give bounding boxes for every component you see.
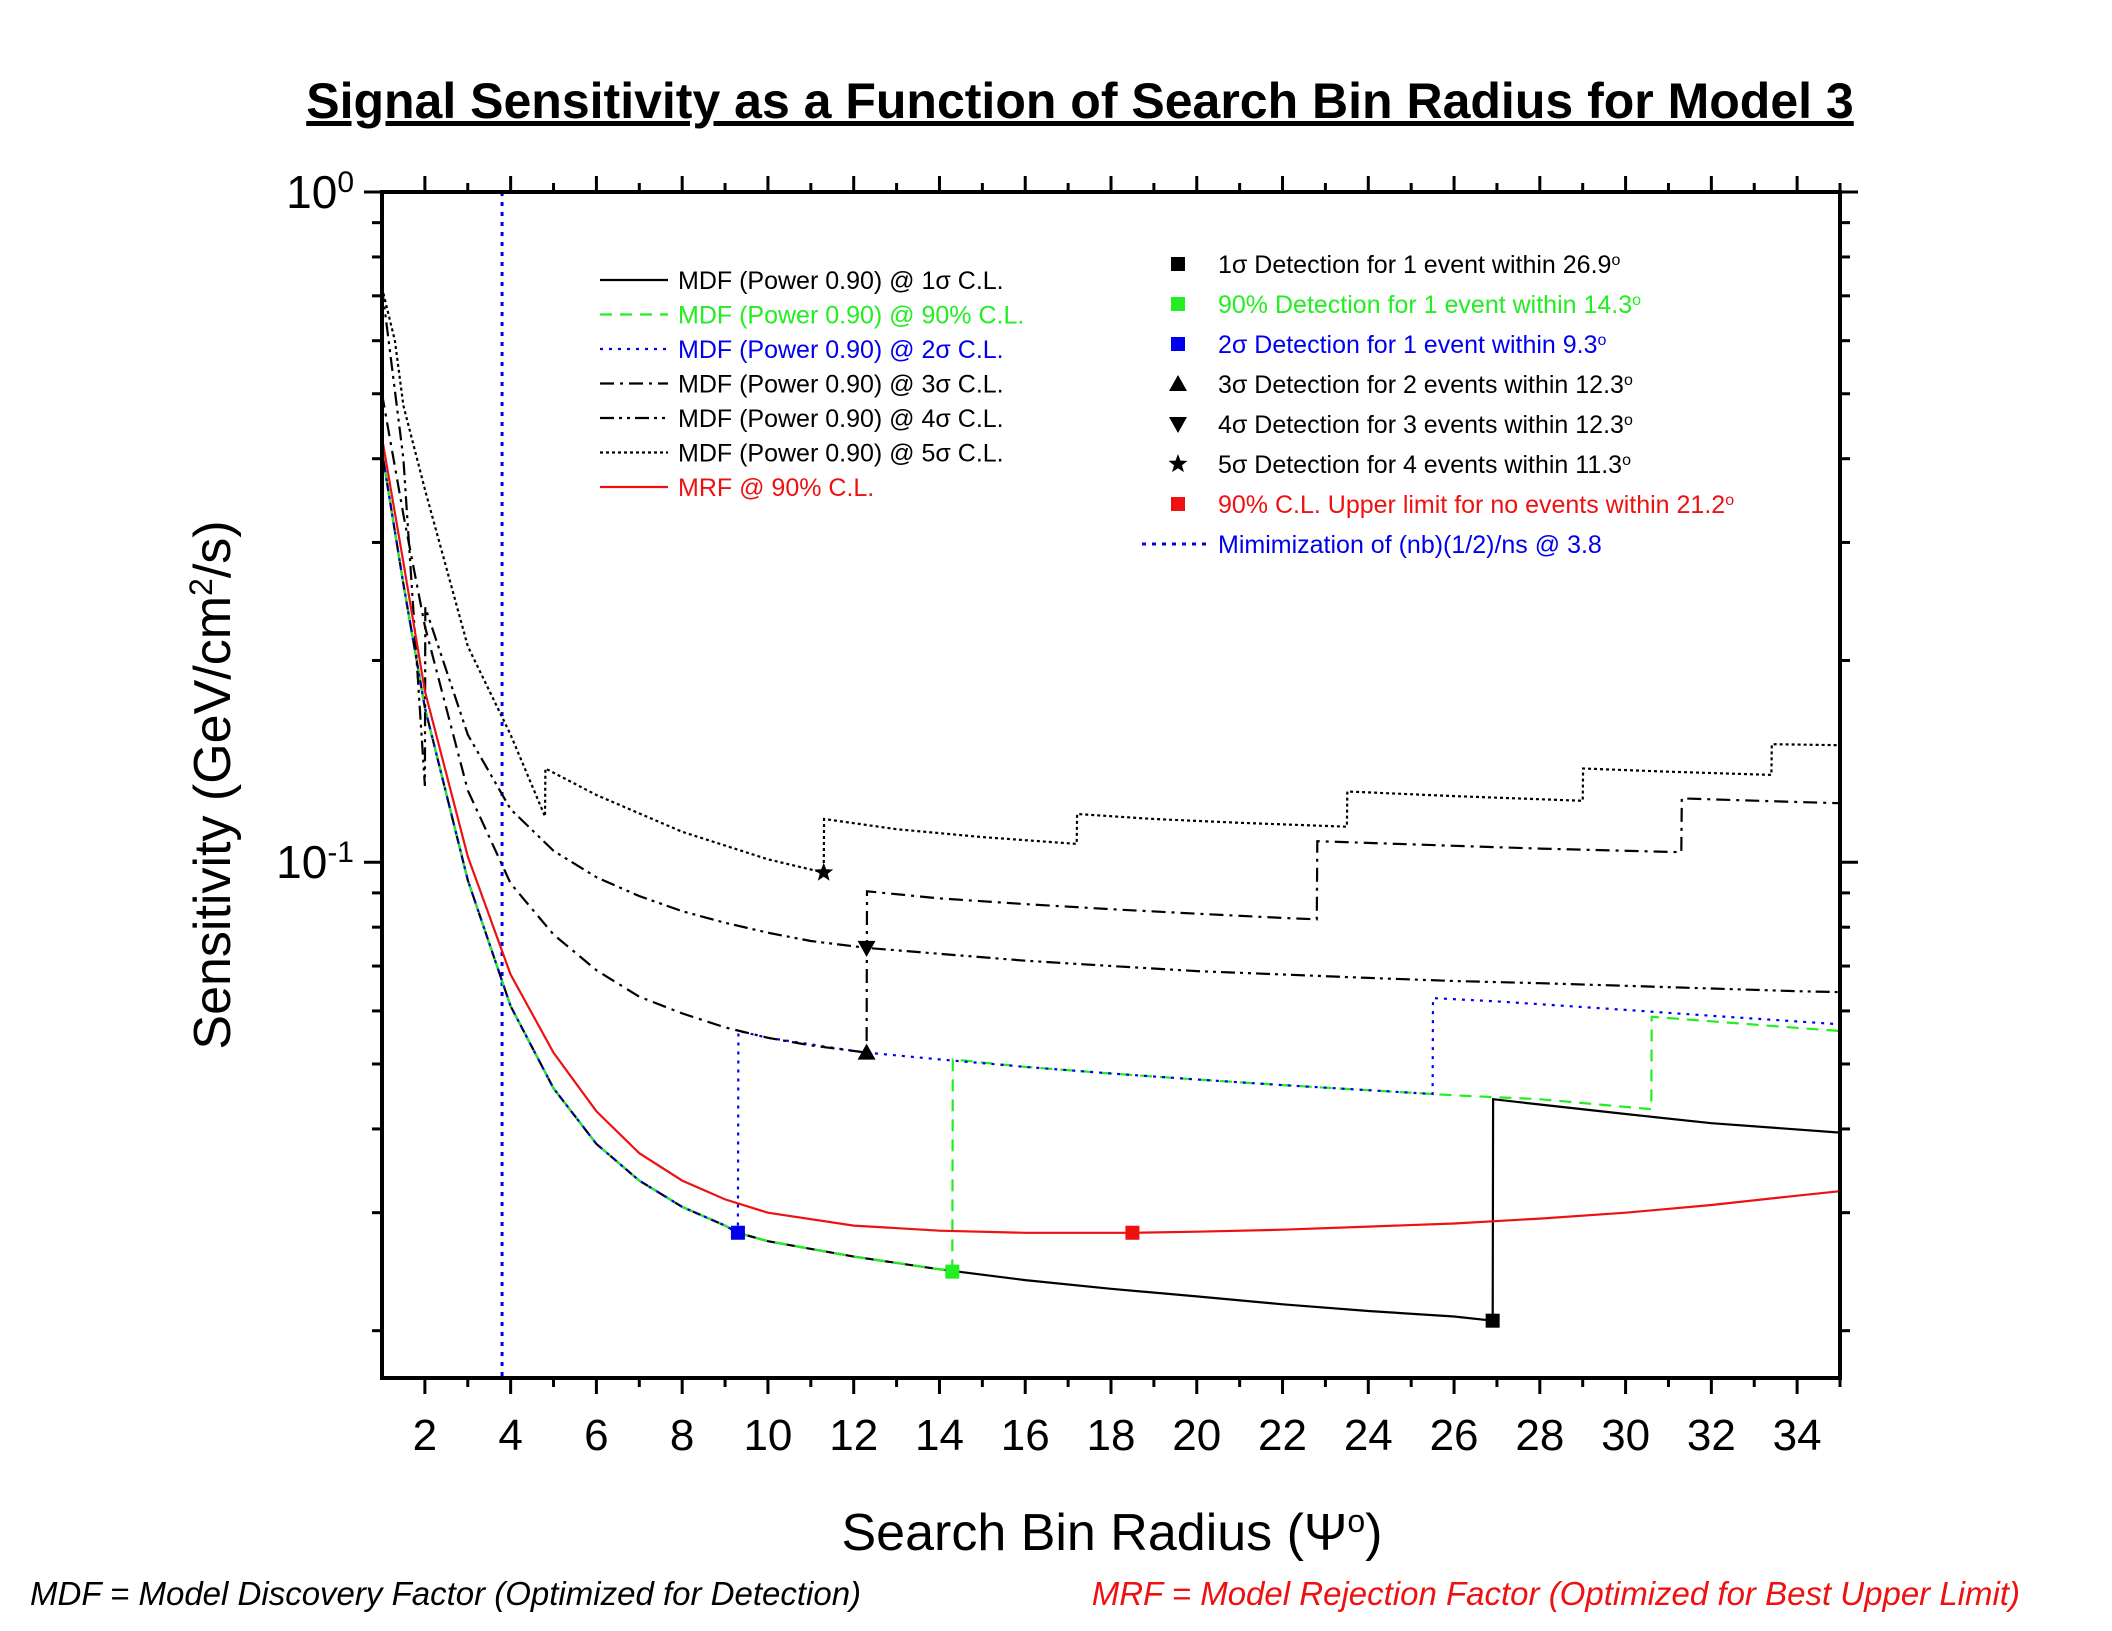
- series-line-0: [382, 451, 1840, 1322]
- y-axis-label: Sensitivity (GeV/cm2/s): [183, 520, 242, 1049]
- legend-label-3-detection-for-2-events-within-12-3: 3σ Detection for 2 events within 12.3o: [1218, 371, 1633, 399]
- x-tick-label: 4: [498, 1411, 522, 1460]
- series-line-5: [382, 287, 1840, 874]
- x-tick-label: 8: [670, 1411, 694, 1460]
- series-line-6: [382, 437, 1840, 1234]
- legend-label-90-detection-for-1-event-within-14-3: 90% Detection for 1 event within 14.3o: [1218, 291, 1641, 319]
- x-tick-label: 16: [1001, 1411, 1050, 1460]
- x-tick-label: 30: [1601, 1411, 1650, 1460]
- legend-label-mrf-90-c-l: MRF @ 90% C.L.: [678, 474, 874, 502]
- legend-label-mdf-power-0-90-2-c-l: MDF (Power 0.90) @ 2σ C.L.: [678, 336, 1004, 364]
- chart-title: Signal Sensitivity as a Function of Sear…: [306, 73, 1854, 129]
- legend-marker-1: [1171, 297, 1185, 311]
- footnote-mrf: MRF = Model Rejection Factor (Optimized …: [1091, 1575, 2020, 1612]
- data-marker-5: [814, 862, 834, 881]
- legend-label-mdf-power-0-90-1-c-l: MDF (Power 0.90) @ 1σ C.L.: [678, 267, 1004, 295]
- legend-marker-4: [1169, 417, 1187, 433]
- series-line-2: [382, 451, 1840, 1235]
- x-tick-label: 28: [1515, 1411, 1564, 1460]
- x-tick-label: 6: [584, 1411, 608, 1460]
- legend-label-mdf-power-0-90-90-c-l: MDF (Power 0.90) @ 90% C.L.: [678, 302, 1024, 330]
- footnote-mdf: MDF = Model Discovery Factor (Optimized …: [30, 1575, 862, 1612]
- x-tick-label: 18: [1087, 1411, 1136, 1460]
- x-tick-label: 24: [1344, 1411, 1393, 1460]
- marker-layer: [730, 862, 1500, 1328]
- x-tick-label: 34: [1773, 1411, 1822, 1460]
- x-tick-label: 12: [829, 1411, 878, 1460]
- x-tick-label: 14: [915, 1411, 964, 1460]
- legend-label-mdf-power-0-90-4-c-l: MDF (Power 0.90) @ 4σ C.L.: [678, 405, 1004, 433]
- legend-label-5-detection-for-4-events-within-11-3: 5σ Detection for 4 events within 11.3o: [1218, 451, 1631, 479]
- y-tick-label: 100: [286, 166, 354, 219]
- x-tick-label: 20: [1172, 1411, 1221, 1460]
- x-tick-label: 10: [743, 1411, 792, 1460]
- legend-marker-5: [1168, 454, 1188, 473]
- data-marker-4: [857, 940, 876, 957]
- legend-label-1-detection-for-1-event-within-26-9: 1σ Detection for 1 event within 26.9o: [1218, 251, 1620, 279]
- x-tick-label: 26: [1430, 1411, 1479, 1460]
- legend-label-90-c-l-upper-limit-for-no-events-within-21-2: 90% C.L. Upper limit for no events withi…: [1218, 491, 1734, 519]
- legend-label-minimization: Mimimization of (nb)(1/2)/ns @ 3.8: [1218, 531, 1602, 559]
- legend-label-4-detection-for-3-events-within-12-3: 4σ Detection for 3 events within 12.3o: [1218, 411, 1633, 439]
- legend-marker-3: [1169, 375, 1187, 391]
- data-marker-2: [730, 1225, 745, 1240]
- x-tick-label: 32: [1687, 1411, 1736, 1460]
- series-layer: [382, 192, 1840, 1378]
- legend-marker-6: [1171, 497, 1185, 511]
- plot-frame: [380, 190, 1842, 1380]
- data-marker-0: [1485, 1313, 1500, 1328]
- data-marker-1: [945, 1264, 960, 1279]
- data-marker-3: [857, 1043, 876, 1060]
- legend-label-2-detection-for-1-event-within-9-3: 2σ Detection for 1 event within 9.3o: [1218, 331, 1607, 359]
- legend-label-mdf-power-0-90-3-c-l: MDF (Power 0.90) @ 3σ C.L.: [678, 371, 1004, 399]
- y-tick-label: 10-1: [276, 836, 354, 889]
- legend-marker-0: [1171, 257, 1185, 271]
- legend-layer: MDF (Power 0.90) @ 1σ C.L. MDF (Power 0.9…: [600, 251, 1734, 559]
- x-tick-label: 22: [1258, 1411, 1307, 1460]
- series-line-3: [382, 393, 1840, 1054]
- x-axis-label: Search Bin Radius (Ψo): [841, 1503, 1382, 1562]
- legend-marker-2: [1171, 337, 1185, 351]
- x-tick-label: 2: [413, 1411, 437, 1460]
- legend-label-mdf-power-0-90-5-c-l: MDF (Power 0.90) @ 5σ C.L.: [678, 440, 1004, 468]
- data-marker-6: [1125, 1225, 1140, 1240]
